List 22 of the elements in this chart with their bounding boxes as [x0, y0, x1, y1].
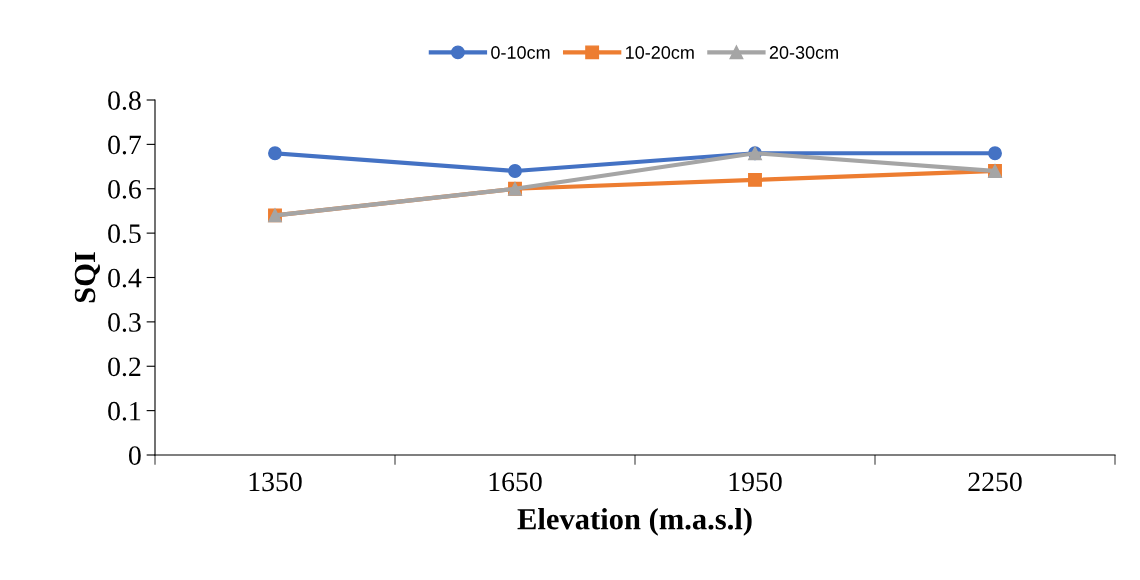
- y-tick-label: 0.4: [108, 268, 142, 288]
- point: [268, 146, 282, 161]
- legend-label: 0-10cm: [491, 46, 550, 59]
- point: [508, 164, 522, 178]
- point: [748, 172, 762, 187]
- y-tick-label: 0.8: [108, 91, 141, 111]
- y-tick-label: 0: [128, 446, 141, 465]
- x-tick-label: 1350: [249, 472, 302, 492]
- y-tick-label: 0.6: [108, 179, 141, 199]
- x-axis-title: Elevation (m.a.s.l): [517, 507, 752, 536]
- x-tick-label: 1650: [489, 472, 542, 492]
- y-axis-title: SQI: [74, 252, 100, 303]
- legend-label: 10-20cm: [626, 46, 694, 59]
- legend-label: 20-30cm: [769, 46, 838, 59]
- y-tick-label: 0.7: [108, 135, 142, 155]
- y-tick-label: 0.3: [108, 313, 141, 332]
- y-tick-label: 0.5: [108, 224, 141, 244]
- point: [988, 146, 1002, 161]
- y-tick-label: 0.1: [108, 401, 141, 421]
- x-tick-label: 1950: [729, 472, 782, 492]
- y-tick-label: 0.2: [108, 357, 141, 377]
- x-tick-label: 2250: [968, 472, 1022, 492]
